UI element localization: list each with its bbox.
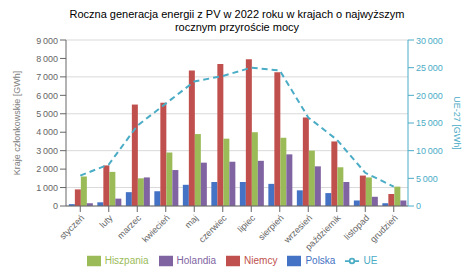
html-text:Hiszpania: Hiszpania [104, 254, 149, 266]
svg-text:5 000: 5 000 [36, 109, 58, 119]
svg-text:listopad: listopad [342, 213, 371, 242]
svg-text:wrzesień: wrzesień [282, 212, 315, 245]
html-text:Holandia: Holandia [176, 254, 217, 266]
svg-text:8 000: 8 000 [36, 54, 58, 64]
svg-text:15 000: 15 000 [416, 118, 443, 128]
svg-text:styczeń: styczeń [58, 213, 87, 242]
svg-text:luty: luty [98, 213, 115, 230]
svg-text:3 000: 3 000 [36, 146, 58, 156]
html-text:Niemcy: Niemcy [244, 254, 278, 266]
svg-text:1 000: 1 000 [36, 183, 58, 193]
svg-text:20 000: 20 000 [416, 91, 443, 101]
svg-text:Kraje członkowskie [GWh]: Kraje członkowskie [GWh] [12, 71, 22, 176]
svg-text:maj: maj [183, 213, 200, 230]
svg-text:lipiec: lipiec [236, 213, 258, 235]
svg-text:kwiecień: kwiecień [140, 213, 171, 244]
svg-text:4 000: 4 000 [36, 127, 58, 137]
html-text:UE: UE [363, 254, 378, 266]
svg-text:30 000: 30 000 [416, 36, 443, 46]
svg-text:2 000: 2 000 [36, 164, 58, 174]
svg-text:0: 0 [53, 201, 58, 211]
html-text:Polska: Polska [305, 254, 336, 266]
svg-text:UE-27 [GWh]: UE-27 [GWh] [452, 96, 462, 150]
svg-text:0: 0 [416, 201, 421, 211]
svg-text:październik: październik [303, 213, 343, 253]
svg-text:grudzień: grudzień [368, 213, 399, 244]
svg-text:czerwiec: czerwiec [197, 213, 229, 245]
svg-text:5 000: 5 000 [416, 174, 438, 184]
svg-text:marzec: marzec [115, 213, 143, 241]
html-text:Roczna generacja energii z PV: Roczna generacja energii z PV w 2022 rok… [69, 8, 405, 20]
svg-text:7 000: 7 000 [36, 72, 58, 82]
svg-text:sierpień: sierpień [256, 212, 286, 243]
svg-text:6 000: 6 000 [36, 91, 58, 101]
svg-text:10 000: 10 000 [416, 146, 443, 156]
svg-text:25 000: 25 000 [416, 63, 443, 73]
svg-text:9 000: 9 000 [36, 36, 58, 46]
html-text:rocznym przyroście mocy: rocznym przyroście mocy [175, 21, 299, 33]
